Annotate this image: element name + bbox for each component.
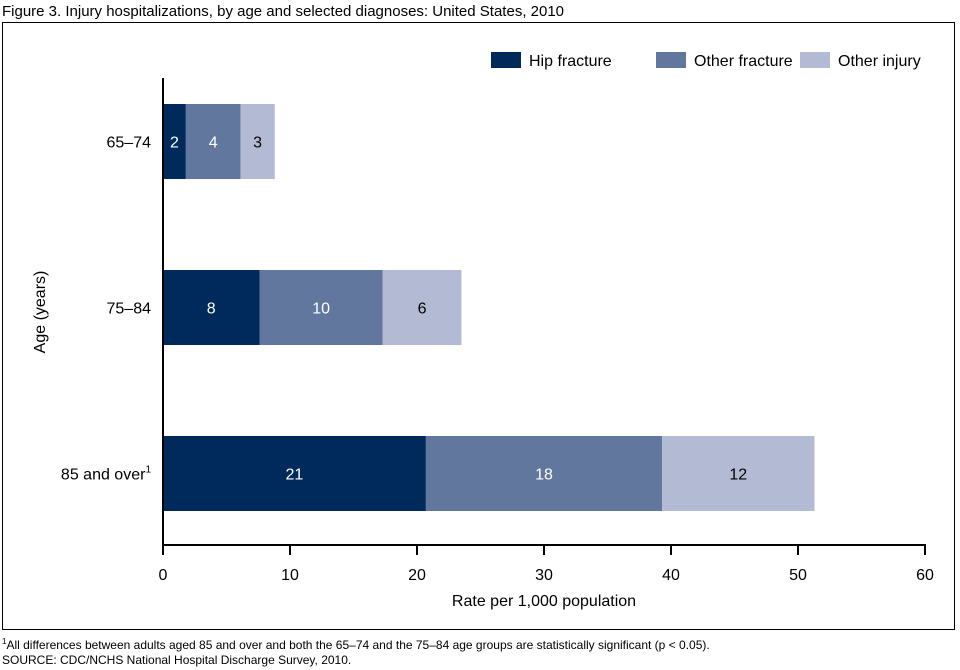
footnote-marker: 1 xyxy=(2,637,7,646)
legend-swatch xyxy=(800,52,830,68)
category-label: 65–74 xyxy=(107,135,152,152)
bar-segment xyxy=(185,104,241,179)
bar-segment xyxy=(163,104,186,179)
data-label: 12 xyxy=(729,467,747,484)
bar-segment xyxy=(163,436,426,511)
legend-label: Hip fracture xyxy=(529,53,612,70)
data-label: 3 xyxy=(253,135,262,152)
x-tick-label: 10 xyxy=(281,567,299,584)
bar-segment xyxy=(425,436,663,511)
chart-frame xyxy=(2,22,955,630)
x-tick-label: 40 xyxy=(662,567,680,584)
data-label: 10 xyxy=(312,301,330,318)
data-label: 6 xyxy=(418,301,427,318)
category-label: 75–84 xyxy=(107,301,152,318)
source-note: SOURCE: CDC/NCHS National Hospital Disch… xyxy=(2,653,352,667)
bar-segment xyxy=(382,270,462,345)
legend-swatch xyxy=(491,52,521,68)
footnote: 1All differences between adults aged 85 … xyxy=(2,637,710,652)
bar-segment xyxy=(662,436,815,511)
bar-segment xyxy=(240,104,275,179)
category-label: 85 and over1 xyxy=(61,465,152,484)
bar-segment xyxy=(259,270,383,345)
x-tick-label: 30 xyxy=(535,567,553,584)
legend-swatch xyxy=(656,52,686,68)
legend-label: Other fracture xyxy=(694,53,793,70)
data-label: 8 xyxy=(207,301,216,318)
x-tick-label: 60 xyxy=(916,567,934,584)
legend-label: Other injury xyxy=(838,53,921,70)
data-label: 21 xyxy=(286,467,304,484)
data-label: 4 xyxy=(209,135,218,152)
chart-title: Figure 3. Injury hospitalizations, by ag… xyxy=(2,3,565,20)
y-axis-title: Age (years) xyxy=(32,271,49,354)
data-label: 18 xyxy=(535,467,553,484)
x-axis-title: Rate per 1,000 population xyxy=(452,593,636,610)
bar-segment xyxy=(163,270,260,345)
x-tick-label: 50 xyxy=(789,567,807,584)
data-label: 2 xyxy=(170,135,179,152)
x-tick-label: 0 xyxy=(159,567,168,584)
footnote-text: All differences between adults aged 85 a… xyxy=(6,638,710,652)
x-tick-label: 20 xyxy=(408,567,426,584)
